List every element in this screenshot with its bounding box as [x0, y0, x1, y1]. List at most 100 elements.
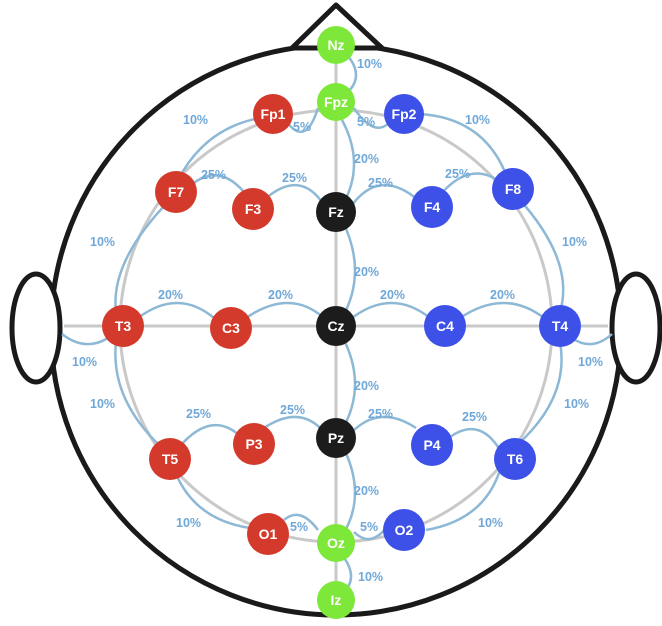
electrode-dot: [492, 168, 534, 210]
electrode-dot: [317, 581, 355, 619]
electrode-dot: [384, 94, 424, 134]
arc-cz-c4: [351, 301, 431, 320]
electrode-dot: [247, 513, 289, 555]
pct-fp2-f8: 10%: [465, 113, 490, 127]
percentage-labels: 10% 5% 5% 10% 10% 20% 25% 25% 25% 25% 10…: [72, 57, 603, 584]
electrode-label: Iz: [331, 592, 342, 608]
electrode-nz: Nz: [317, 26, 355, 64]
arc-t3-t5: [114, 341, 161, 447]
electrode-dot: [317, 26, 355, 64]
arc-fz-f4: [351, 184, 419, 206]
pct-p3-pz: 25%: [280, 403, 305, 417]
arc-f3-fz: [263, 184, 326, 206]
pct-pz-oz: 20%: [354, 484, 379, 498]
electrode-label: T5: [162, 451, 179, 467]
arc-pz-p4: [351, 415, 417, 433]
pct-f3-fz: 25%: [282, 171, 307, 185]
electrode-label: F7: [168, 184, 185, 200]
electrode-f3: F3: [232, 188, 274, 230]
electrode-label: F3: [245, 201, 262, 217]
arc-fp1-f7: [176, 116, 261, 181]
pct-t3-t5: 10%: [90, 397, 115, 411]
electrode-dot: [210, 307, 252, 349]
pct-oz-o2: 5%: [360, 520, 378, 534]
electrode-fp1: Fp1: [253, 94, 293, 134]
electrode-dot: [539, 305, 581, 347]
electrode-iz: Iz: [317, 581, 355, 619]
pct-f8-t4: 10%: [562, 235, 587, 249]
pct-c4-t4: 20%: [490, 288, 515, 302]
electrode-label: O2: [395, 522, 414, 538]
arc-pz-oz: [340, 444, 357, 537]
electrode-dot: [316, 306, 356, 346]
electrode-o1: O1: [247, 513, 289, 555]
pct-nz-fpz: 10%: [357, 57, 382, 71]
electrode-fz: Fz: [316, 192, 356, 232]
electrode-t5: T5: [149, 438, 191, 480]
electrode-f7: F7: [155, 171, 197, 213]
arc-t3-ear: [61, 333, 109, 346]
right-ear: [609, 271, 662, 385]
electrode-dot: [253, 94, 293, 134]
electrode-dot: [411, 424, 453, 466]
pct-cz-pz: 20%: [354, 379, 379, 393]
electrode-label: T3: [115, 318, 132, 334]
pct-fp1-f7: 10%: [183, 113, 208, 127]
left-ear: [9, 271, 63, 385]
electrode-dot: [411, 186, 453, 228]
pct-o1-oz: 5%: [290, 520, 308, 534]
pct-t5-o1: 10%: [176, 516, 201, 530]
electrode-label: O1: [259, 526, 278, 542]
pct-t4-ear: 10%: [578, 355, 603, 369]
electrode-dot: [232, 188, 274, 230]
arc-fz-cz: [340, 219, 357, 319]
electrode-label: Oz: [327, 535, 345, 551]
electrode-label: Fp1: [261, 106, 286, 122]
electrode-dot: [424, 305, 466, 347]
pct-c3-cz: 20%: [268, 288, 293, 302]
electrode-dot: [155, 171, 197, 213]
electrode-c3: C3: [210, 307, 252, 349]
arc-c4-t4: [459, 301, 545, 320]
electrode-t6: T6: [494, 438, 536, 480]
arc-t5-o1: [174, 473, 251, 530]
electrode-label: Fz: [328, 204, 344, 220]
electrode-dot: [494, 438, 536, 480]
electrode-t3: T3: [102, 305, 144, 347]
electrode-label: Nz: [327, 37, 344, 53]
pct-fpz-fz: 20%: [354, 152, 379, 166]
electrode-label: Fp2: [392, 106, 417, 122]
arc-o1-oz: [283, 513, 319, 531]
electrode-label: Fpz: [324, 94, 348, 110]
electrode-dot: [316, 192, 356, 232]
electrode-label: Pz: [328, 430, 344, 446]
pct-t5-p3: 25%: [186, 407, 211, 421]
pct-t6-o2: 10%: [478, 516, 503, 530]
arc-fp2-f8: [419, 112, 507, 173]
electrode-label: T6: [507, 451, 524, 467]
electrode-p4: P4: [411, 424, 453, 466]
electrode-t4: T4: [539, 305, 581, 347]
arc-t6-o2: [425, 469, 502, 532]
pct-f7-t3: 10%: [90, 235, 115, 249]
electrode-pz: Pz: [316, 418, 356, 458]
arc-t4-t6: [515, 341, 563, 447]
electrode-fpz: Fpz: [317, 83, 355, 121]
pct-f4-f8: 25%: [445, 167, 470, 181]
pct-fpz-fp1: 5%: [293, 120, 311, 134]
electrode-fp2: Fp2: [384, 94, 424, 134]
arc-f4-f8: [439, 172, 501, 196]
electrode-oz: Oz: [317, 524, 355, 562]
electrode-label: Cz: [327, 318, 344, 334]
pct-fz-cz: 20%: [354, 265, 379, 279]
electrode-dot: [102, 305, 144, 347]
pct-fz-f4: 25%: [368, 176, 393, 190]
measurement-arcs: [61, 55, 613, 595]
electrode-c4: C4: [424, 305, 466, 347]
electrode-dot: [317, 83, 355, 121]
electrode-dot: [317, 524, 355, 562]
pct-fpz-fp2: 5%: [357, 115, 375, 129]
electrode-cz: Cz: [316, 306, 356, 346]
pct-cz-c4: 20%: [380, 288, 405, 302]
